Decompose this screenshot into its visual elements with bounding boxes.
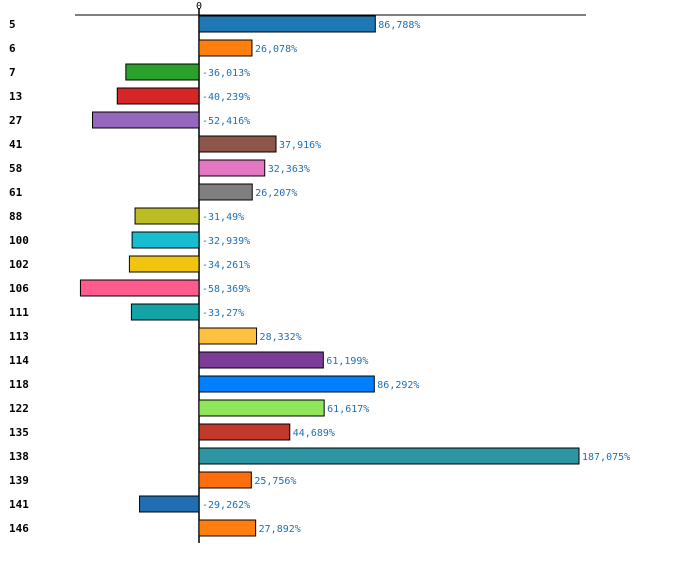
bar bbox=[79, 279, 200, 297]
category-label: 100 bbox=[9, 234, 29, 247]
value-label: 61,617% bbox=[327, 404, 369, 415]
value-label: -31,49% bbox=[202, 212, 244, 223]
bar bbox=[125, 63, 200, 81]
category-label: 139 bbox=[9, 474, 29, 487]
bars-group: 5 86,788% 6 26,078% 7 -36,013% 13 -40,239% 27 -52… bbox=[9, 15, 630, 537]
value-label: -52,416% bbox=[202, 116, 250, 127]
bar bbox=[198, 135, 277, 153]
value-label: -58,369% bbox=[202, 284, 250, 295]
bar bbox=[92, 111, 200, 129]
bar bbox=[198, 423, 291, 441]
value-label: 28,332% bbox=[260, 332, 302, 343]
bar bbox=[128, 255, 200, 273]
category-label: 111 bbox=[9, 306, 29, 319]
bar bbox=[198, 519, 257, 537]
value-label: 187,075% bbox=[582, 452, 630, 463]
bar bbox=[198, 15, 376, 33]
value-label: -32,939% bbox=[202, 236, 250, 247]
category-label: 58 bbox=[9, 162, 22, 175]
bar bbox=[116, 87, 200, 105]
category-label: 114 bbox=[9, 354, 29, 367]
bar bbox=[139, 495, 200, 513]
zero-tick-label: 0 bbox=[196, 1, 202, 12]
category-label: 102 bbox=[9, 258, 29, 271]
value-label: -34,261% bbox=[202, 260, 250, 271]
value-label: 26,207% bbox=[255, 188, 297, 199]
bar bbox=[134, 207, 200, 225]
category-label: 141 bbox=[9, 498, 29, 511]
category-label: 106 bbox=[9, 282, 29, 295]
value-label: 86,788% bbox=[378, 20, 420, 31]
value-label: -29,262% bbox=[202, 500, 250, 511]
bar bbox=[131, 231, 200, 249]
category-label: 138 bbox=[9, 450, 29, 463]
category-label: 6 bbox=[9, 42, 16, 55]
bar bbox=[198, 183, 253, 201]
category-label: 122 bbox=[9, 402, 29, 415]
value-label: 61,199% bbox=[326, 356, 368, 367]
bar bbox=[198, 471, 252, 489]
value-label: -33,27% bbox=[202, 308, 244, 319]
value-label: 44,689% bbox=[293, 428, 335, 439]
value-label: 27,892% bbox=[259, 524, 301, 535]
value-label: 37,916% bbox=[279, 140, 321, 151]
category-label: 113 bbox=[9, 330, 29, 343]
category-label: 27 bbox=[9, 114, 22, 127]
value-label: 86,292% bbox=[377, 380, 419, 391]
category-label: 5 bbox=[9, 18, 16, 31]
category-label: 41 bbox=[9, 138, 23, 151]
bar bbox=[198, 351, 324, 369]
category-label: 135 bbox=[9, 426, 29, 439]
value-label: 32,363% bbox=[268, 164, 310, 175]
category-label: 88 bbox=[9, 210, 22, 223]
category-label: 146 bbox=[9, 522, 29, 535]
category-label: 61 bbox=[9, 186, 23, 199]
bar bbox=[198, 327, 258, 345]
category-label: 118 bbox=[9, 378, 29, 391]
value-label: -40,239% bbox=[202, 92, 250, 103]
value-label: -36,013% bbox=[202, 68, 250, 79]
bar bbox=[198, 159, 266, 177]
category-label: 13 bbox=[9, 90, 22, 103]
category-label: 7 bbox=[9, 66, 16, 79]
value-label: 26,078% bbox=[255, 44, 297, 55]
value-label: 25,756% bbox=[254, 476, 296, 487]
bar bbox=[198, 375, 375, 393]
bar bbox=[198, 399, 325, 417]
bar bbox=[130, 303, 200, 321]
bar bbox=[198, 447, 580, 465]
bar bbox=[198, 39, 253, 57]
